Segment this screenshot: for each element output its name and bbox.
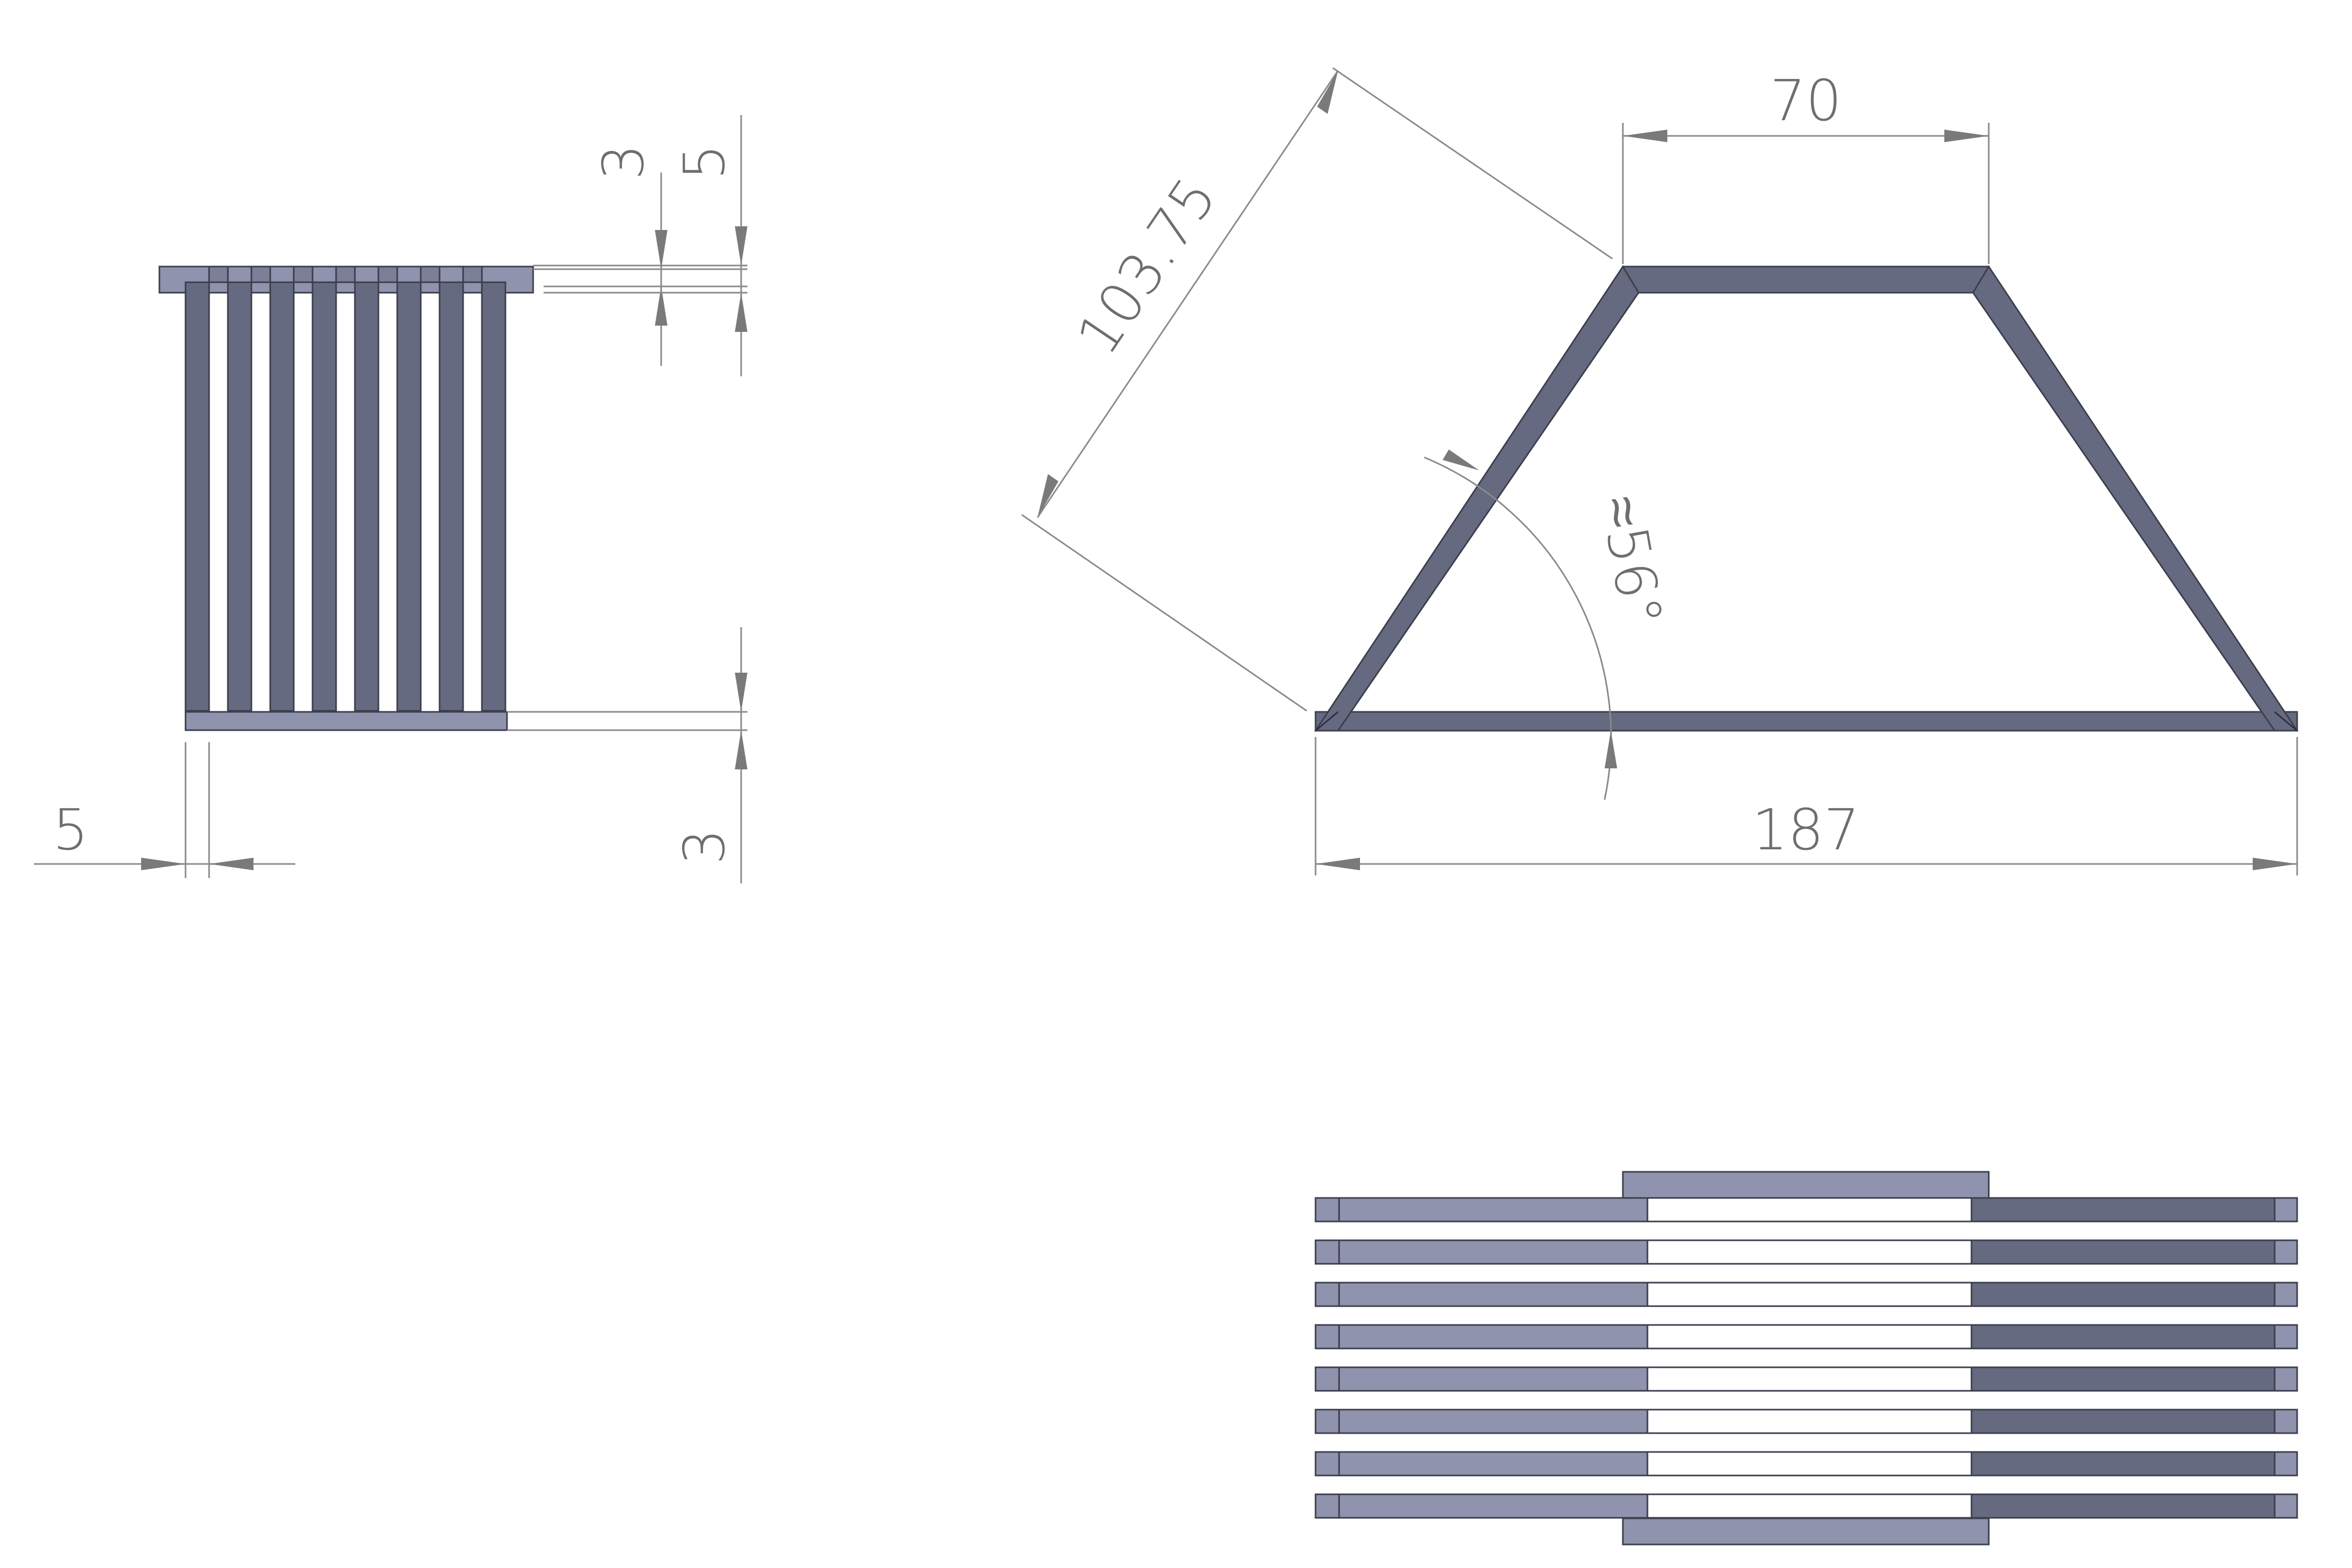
front-view: 70 103.75 ≈56° 187 — [1021, 67, 2299, 875]
flange-tab — [335, 266, 356, 283]
slat — [269, 281, 295, 712]
slat-right-section — [1970, 1451, 2276, 1477]
slat-end-right — [2274, 1451, 2298, 1477]
slat-right-section — [1970, 1324, 2276, 1350]
dimension-top-width: 70 — [1622, 68, 1990, 264]
slat-right-section — [1970, 1493, 2276, 1519]
slat-end-left — [1315, 1493, 1340, 1519]
slat-left-section — [1338, 1409, 1648, 1434]
slat-center-gap — [1646, 1366, 1973, 1392]
slat-right-section — [1970, 1366, 2276, 1392]
flange-tab — [250, 266, 271, 283]
slat-left-section — [1338, 1366, 1648, 1392]
slat — [481, 281, 506, 712]
slat — [185, 281, 210, 712]
dim-slant-length-label: 103.75 — [1065, 166, 1229, 366]
slat-end-right — [2274, 1239, 2298, 1265]
slat-left-section — [1338, 1493, 1648, 1519]
dim-left-label: 5 — [53, 798, 89, 863]
dim-bottom-label: 3 — [672, 829, 737, 865]
slat-end-left — [1315, 1409, 1340, 1434]
slat-left-section — [1338, 1197, 1648, 1223]
slat-left-section — [1338, 1324, 1648, 1350]
dimension-bottom: 3 — [507, 627, 747, 883]
slat-right-section — [1970, 1239, 2276, 1265]
slat-center-gap — [1646, 1197, 1973, 1223]
slat-end-left — [1315, 1239, 1340, 1265]
slat-right-section — [1970, 1409, 2276, 1434]
dimension-slant-length: 103.75 — [1021, 67, 1613, 712]
flange-tab — [462, 266, 483, 283]
top-view-slats — [1315, 1197, 2298, 1519]
dimension-left: 5 — [34, 742, 295, 878]
flange-tab — [377, 266, 398, 283]
slat-center-gap — [1646, 1239, 1973, 1265]
slat-right-section — [1970, 1197, 2276, 1223]
dim-top-inner-label: 3 — [591, 144, 656, 180]
slat — [439, 281, 464, 712]
dimension-angle: ≈56° — [1424, 449, 1675, 800]
front-view-top-bar — [1622, 266, 1990, 294]
flange-tab — [208, 266, 229, 283]
dimension-bottom-width: 187 — [1315, 737, 2298, 875]
flange-tab — [420, 266, 441, 283]
dim-angle-label: ≈56° — [1588, 491, 1675, 631]
front-view-bottom-bar — [1315, 711, 2298, 732]
top-view-center-plate-top — [1622, 1171, 1990, 1199]
slat-end-right — [2274, 1324, 2298, 1350]
dim-top-outer-label: 5 — [672, 144, 737, 180]
dimension-top-outer: 5 — [533, 115, 747, 376]
slat-center-gap — [1646, 1324, 1973, 1350]
slat — [354, 281, 379, 712]
dimension-top-inner: 3 — [533, 144, 747, 366]
slat-left-section — [1338, 1451, 1648, 1477]
slat — [396, 281, 422, 712]
slat-end-left — [1315, 1282, 1340, 1307]
side-view-bottom-flange — [185, 711, 508, 731]
slat-end-left — [1315, 1451, 1340, 1477]
slat-end-right — [2274, 1366, 2298, 1392]
front-view-right-leg — [1972, 265, 2299, 732]
slat-center-gap — [1646, 1282, 1973, 1307]
slat-center-gap — [1646, 1409, 1973, 1434]
slat-end-right — [2274, 1282, 2298, 1307]
slat-end-left — [1315, 1366, 1340, 1392]
slat-center-gap — [1646, 1493, 1973, 1519]
side-view-slats — [185, 281, 506, 712]
slat — [312, 281, 337, 712]
flange-tab — [293, 266, 314, 283]
dim-top-width-label: 70 — [1770, 68, 1841, 134]
slat-left-section — [1338, 1282, 1648, 1307]
slat-left-section — [1338, 1239, 1648, 1265]
dim-bottom-width-label: 187 — [1752, 798, 1860, 863]
side-view: 3 5 3 5 — [34, 115, 747, 883]
side-view-flange-tabs — [208, 266, 483, 283]
top-view — [1315, 1171, 2298, 1546]
slat-center-gap — [1646, 1451, 1973, 1477]
slat-end-right — [2274, 1197, 2298, 1223]
top-view-center-plate-bottom — [1622, 1517, 1990, 1546]
slat-right-section — [1970, 1282, 2276, 1307]
slat — [227, 281, 252, 712]
slat-end-right — [2274, 1493, 2298, 1519]
slat-end-left — [1315, 1324, 1340, 1350]
slat-end-left — [1315, 1197, 1340, 1223]
slat-end-right — [2274, 1409, 2298, 1434]
front-view-left-leg — [1314, 265, 1640, 732]
